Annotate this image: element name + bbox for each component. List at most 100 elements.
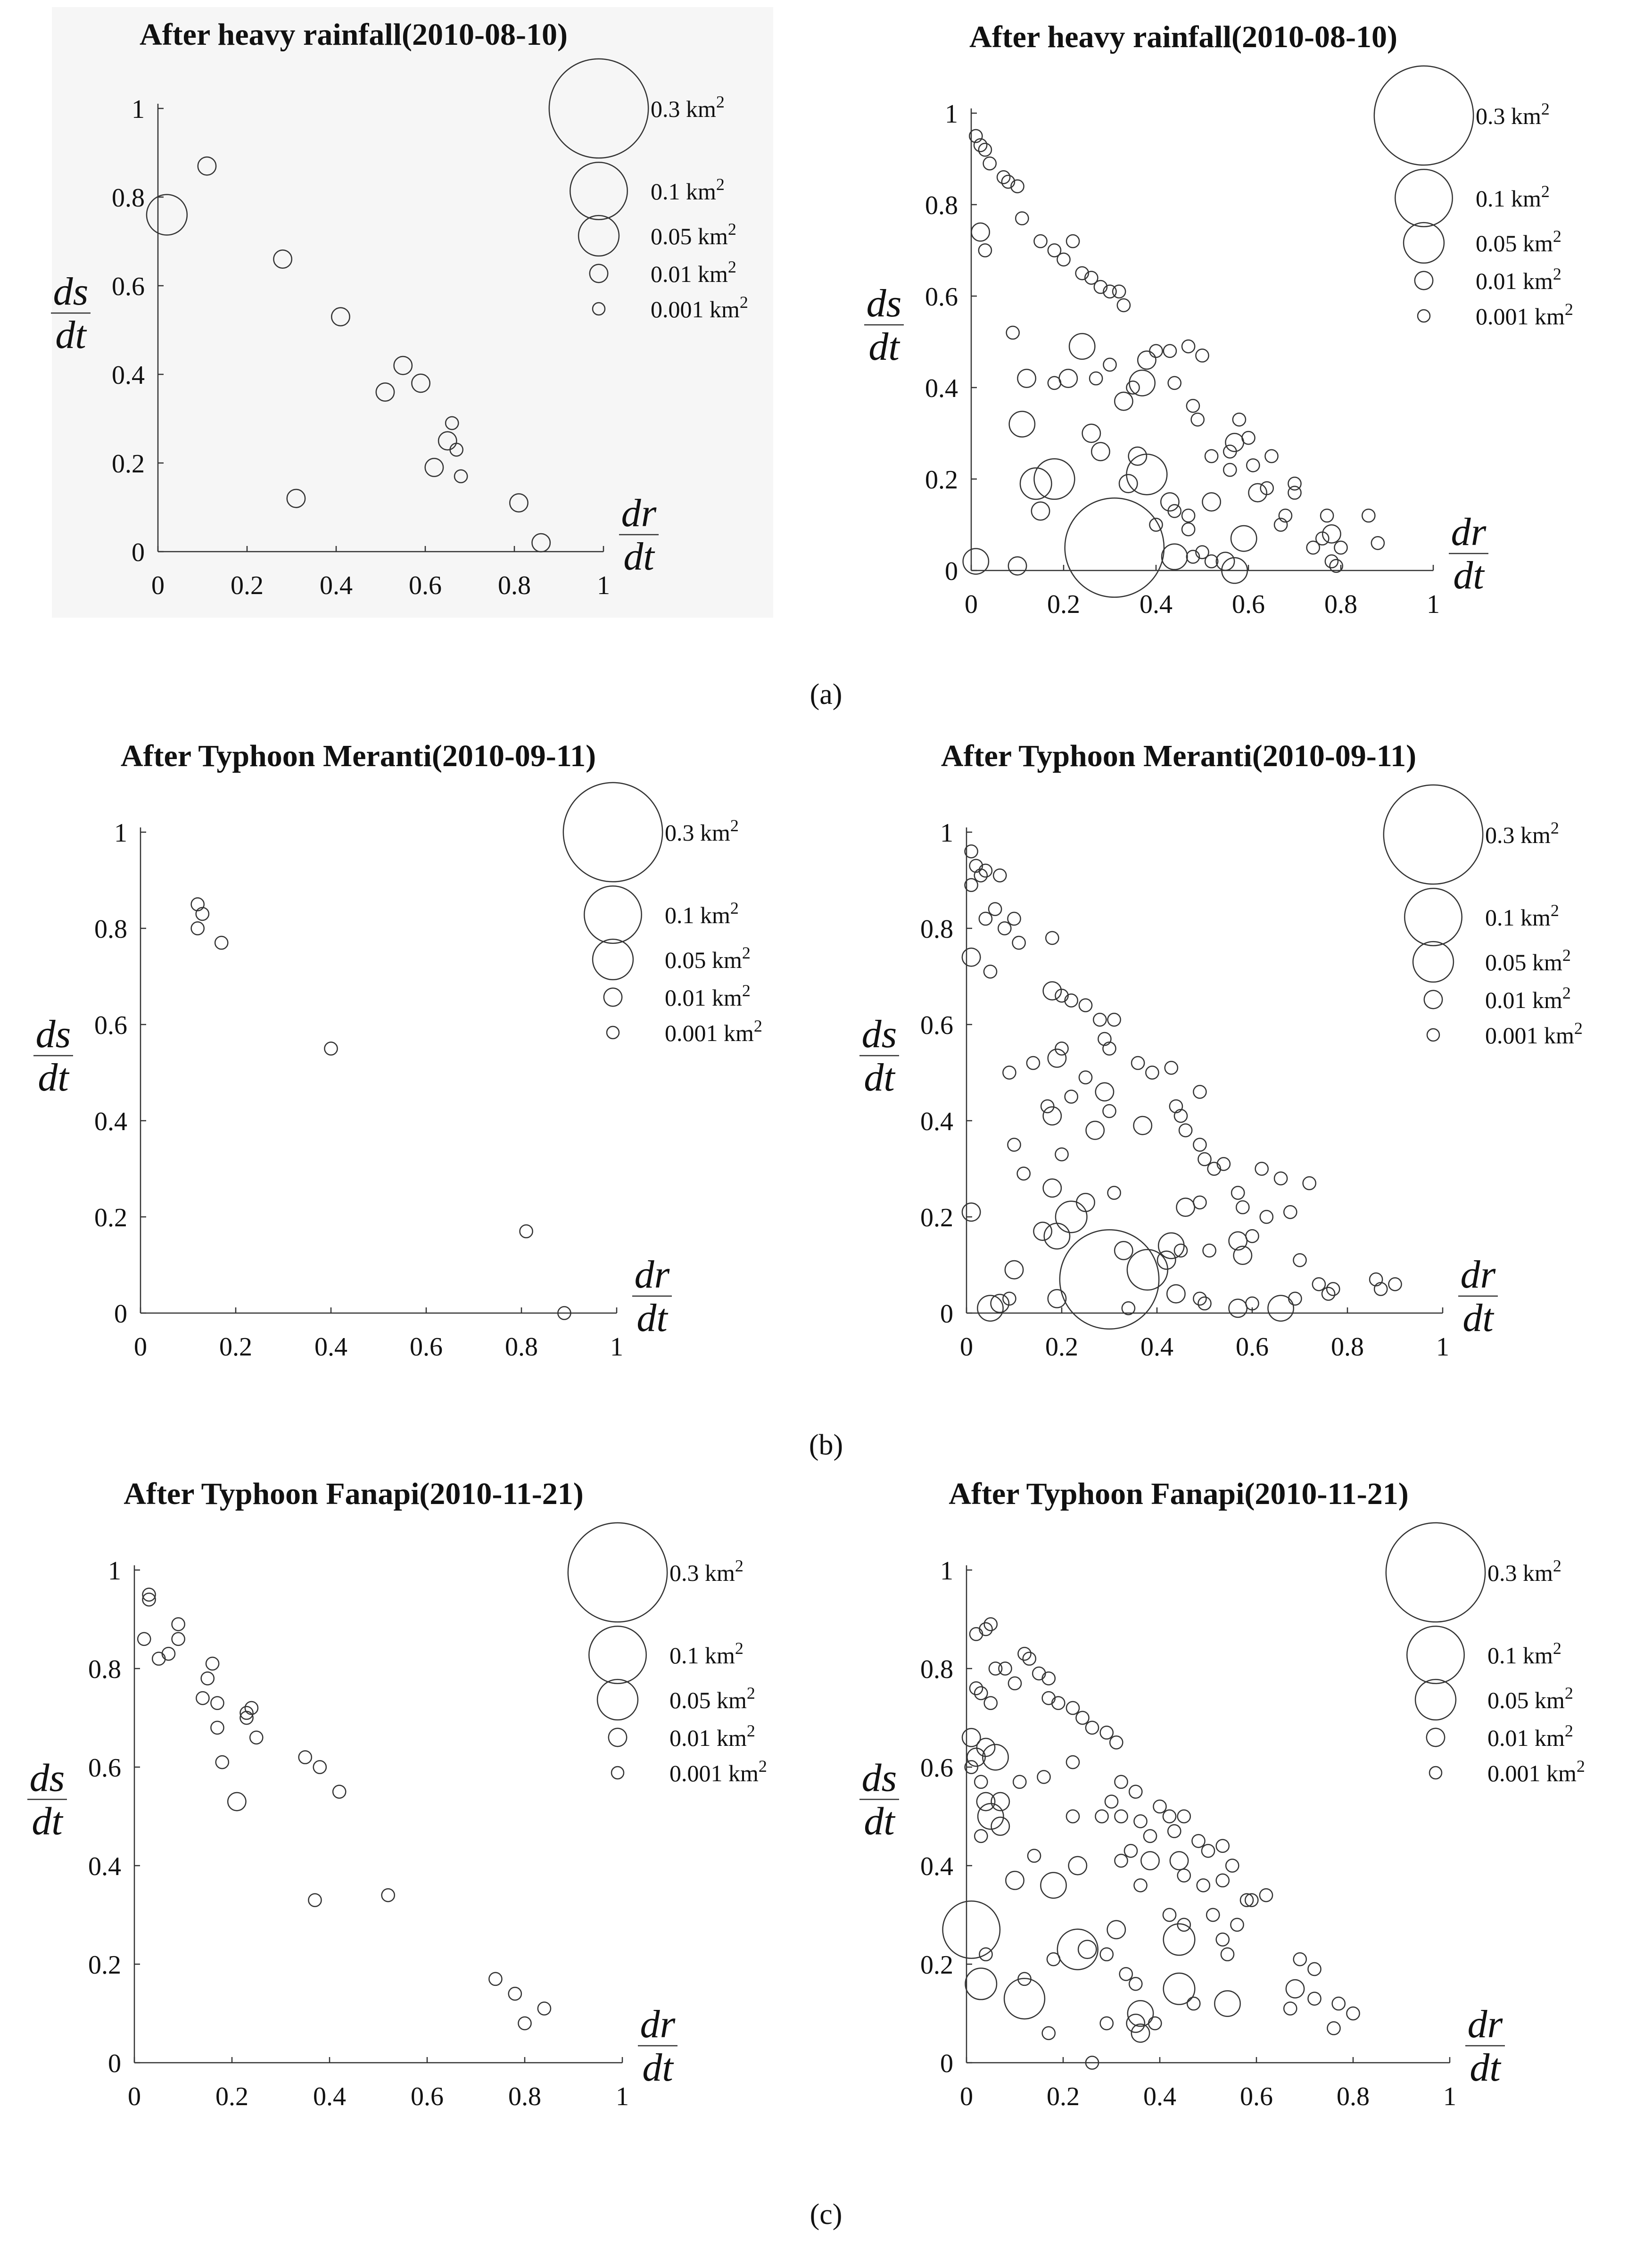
y-axis-label-denominator: dt bbox=[864, 1056, 896, 1099]
scatter-point bbox=[1064, 497, 1165, 598]
scatter-point bbox=[976, 1737, 996, 1757]
scatter-point bbox=[1007, 1138, 1021, 1152]
legend-circle bbox=[596, 1678, 639, 1721]
y-tick-label: 0.2 bbox=[112, 449, 145, 479]
legend-unit-exponent: 2 bbox=[728, 257, 736, 276]
scatter-point bbox=[1235, 1200, 1250, 1215]
x-tick-label: 0 bbox=[960, 1332, 973, 1362]
scatter-point bbox=[1307, 1992, 1322, 2006]
scatter-point bbox=[210, 1720, 224, 1735]
scatter-point bbox=[1126, 2013, 1146, 2033]
x-tick-label: 1 bbox=[616, 2082, 629, 2111]
scatter-point bbox=[969, 1627, 983, 1641]
scatter-point bbox=[1307, 1962, 1322, 1976]
scatter-point bbox=[1195, 545, 1209, 560]
scatter-point bbox=[1114, 1775, 1128, 1789]
scatter-point bbox=[1193, 1291, 1207, 1306]
scatter-point bbox=[1193, 1084, 1207, 1099]
scatter-point bbox=[1231, 1186, 1245, 1200]
scatter-point bbox=[1273, 518, 1288, 532]
scatter-point bbox=[1041, 1691, 1056, 1705]
scatter-point bbox=[1222, 463, 1237, 477]
scatter-point bbox=[1248, 483, 1268, 503]
scatter-point bbox=[1191, 1834, 1206, 1848]
scatter-point bbox=[1055, 1200, 1088, 1233]
scatter-point bbox=[1043, 1223, 1071, 1250]
scatter-point bbox=[1107, 1920, 1126, 1940]
legend-label: 0.01 km2 bbox=[665, 981, 751, 1011]
legend-unit-exponent: 2 bbox=[742, 943, 751, 962]
x-tick-label: 0.4 bbox=[313, 2082, 346, 2111]
scatter-point bbox=[1131, 1056, 1145, 1070]
legend-label: 0.05 km2 bbox=[1476, 227, 1561, 256]
y-tick-label: 0.6 bbox=[920, 1011, 953, 1040]
scatter-point bbox=[1118, 474, 1138, 494]
legend-unit-exponent: 2 bbox=[747, 1721, 755, 1740]
scatter-point bbox=[1302, 1176, 1317, 1190]
y-tick-label: 0.6 bbox=[112, 272, 145, 301]
x-tick-label: 0.8 bbox=[1337, 2082, 1370, 2111]
scatter-point bbox=[1040, 1099, 1055, 1114]
scatter-point bbox=[1215, 552, 1235, 571]
scatter-point bbox=[1288, 1291, 1302, 1306]
scatter-point bbox=[961, 1202, 981, 1222]
scatter-point bbox=[488, 1972, 503, 1986]
x-axis-label-numerator: dr bbox=[1451, 510, 1487, 554]
scatter-point bbox=[454, 469, 468, 484]
scatter-point bbox=[1133, 1116, 1153, 1135]
scatter-point bbox=[1260, 481, 1274, 496]
scatter-point bbox=[1126, 454, 1168, 496]
legend-circle bbox=[1385, 1522, 1486, 1623]
scatter-point bbox=[983, 1696, 998, 1710]
x-tick-label: 0.4 bbox=[1140, 1332, 1173, 1362]
scatter-point bbox=[1112, 284, 1126, 299]
scatter-point bbox=[1127, 2000, 1154, 2027]
legend-circle bbox=[606, 1025, 620, 1040]
legend-unit-exponent: 2 bbox=[1565, 300, 1573, 319]
scatter-point bbox=[1078, 998, 1093, 1013]
scatter-point bbox=[1022, 1652, 1037, 1666]
legend-label: 0.1 km2 bbox=[1485, 901, 1559, 931]
scatter-point bbox=[982, 1744, 1009, 1771]
scatter-point bbox=[1161, 543, 1188, 570]
scatter-point bbox=[200, 1671, 215, 1686]
scatter-point bbox=[1041, 2026, 1056, 2041]
scatter-point bbox=[1116, 298, 1131, 313]
scatter-point bbox=[1006, 325, 1020, 340]
scatter-point bbox=[1005, 1870, 1024, 1890]
scatter-point bbox=[1129, 369, 1156, 397]
scatter-point bbox=[1156, 1250, 1176, 1270]
scatter-point bbox=[1228, 1298, 1248, 1318]
scatter-point bbox=[308, 1893, 322, 1907]
scatter-point bbox=[1198, 1296, 1212, 1311]
scatter-point bbox=[1207, 1162, 1222, 1176]
legend-label: 0.001 km2 bbox=[1485, 1019, 1583, 1049]
scatter-point bbox=[1198, 1152, 1212, 1166]
scatter-point bbox=[1167, 376, 1182, 390]
size-legend: 0.3 km2 0.1 km2 0.05 km2 0.01 km2 0.001 km2 bbox=[567, 1522, 767, 1786]
scatter-point bbox=[1102, 1041, 1116, 1056]
scatter-point bbox=[1008, 411, 1036, 438]
scatter-point bbox=[1202, 1243, 1216, 1258]
scatter-point bbox=[1082, 423, 1101, 443]
y-tick-label: 0.6 bbox=[94, 1011, 127, 1040]
scatter-point bbox=[1114, 1853, 1128, 1868]
scatter-point bbox=[1143, 1829, 1157, 1843]
legend-label: 0.3 km2 bbox=[1487, 1556, 1561, 1586]
scatter-point bbox=[1245, 1229, 1259, 1243]
scatter-point bbox=[1163, 1972, 1196, 2005]
scatter-point bbox=[1016, 1166, 1031, 1181]
scatter-point bbox=[1321, 1287, 1336, 1301]
scatter-point bbox=[1123, 1843, 1138, 1858]
x-tick-label: 0.4 bbox=[1140, 590, 1173, 619]
legend-circle bbox=[592, 302, 606, 316]
legend-unit-exponent: 2 bbox=[730, 816, 739, 835]
legend-unit-exponent: 2 bbox=[1553, 227, 1561, 246]
scatter-point bbox=[996, 170, 1011, 184]
y-tick-label: 1 bbox=[945, 99, 958, 129]
scatter-point bbox=[1373, 1282, 1388, 1296]
scatter-point bbox=[227, 1792, 247, 1811]
scatter-point bbox=[411, 373, 430, 393]
x-tick-label: 0.2 bbox=[1045, 1332, 1078, 1362]
scatter-point bbox=[1388, 1277, 1402, 1291]
